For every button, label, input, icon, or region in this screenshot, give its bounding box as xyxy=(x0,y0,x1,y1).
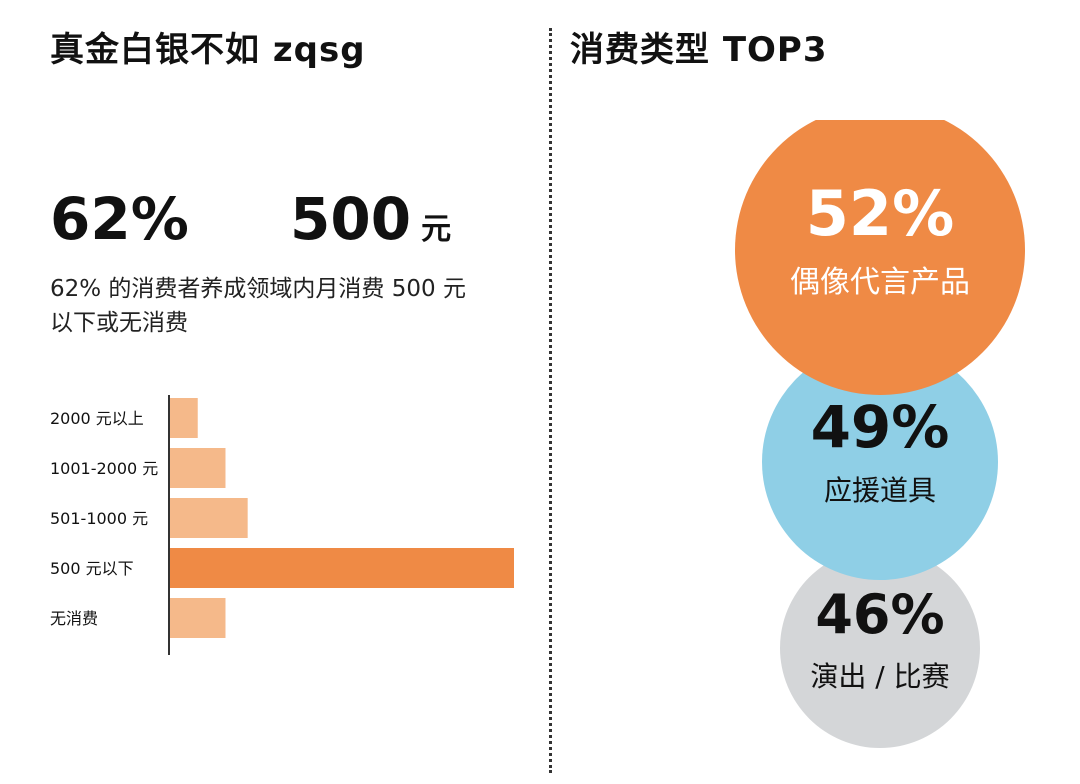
bar xyxy=(170,548,514,588)
bubble xyxy=(762,344,998,580)
stat-percentage: 62% xyxy=(50,185,189,253)
bar xyxy=(170,598,226,638)
bubble-value: 46% xyxy=(815,583,944,646)
bar xyxy=(170,448,226,488)
right-section-title: 消费类型 TOP3 xyxy=(570,30,828,70)
bar xyxy=(170,498,248,538)
bar-category-label: 1001-2000 元 xyxy=(50,459,158,478)
bar-category-label: 2000 元以上 xyxy=(50,409,144,428)
bubble-value: 52% xyxy=(806,177,954,250)
bubble-label: 演出 / 比赛 xyxy=(810,660,949,693)
stat-amount-value: 500 xyxy=(290,185,412,253)
stat-amount-unit: 元 xyxy=(421,212,452,247)
bar-category-label: 无消费 xyxy=(50,609,98,628)
bar-category-label: 500 元以下 xyxy=(50,559,134,578)
left-section-title: 真金白银不如 zqsg xyxy=(50,30,366,70)
bar-category-label: 501-1000 元 xyxy=(50,509,148,528)
bubble-value: 49% xyxy=(811,393,950,461)
top3-bubble-chart: 52% 偶像代言产品 49% 应援道具 46% 演出 / 比赛 xyxy=(700,105,1060,780)
bar xyxy=(170,398,198,438)
bubble xyxy=(735,105,1025,395)
stat-description: 62% 的消费者养成领域内月消费 500 元 以下或无消费 xyxy=(50,272,530,340)
bubble-chart-svg: 52% 偶像代言产品 49% 应援道具 46% 演出 / 比赛 xyxy=(735,105,1025,748)
bubble-label: 偶像代言产品 xyxy=(790,265,970,300)
bubble xyxy=(780,548,980,748)
spending-bar-chart: 2000 元以上 1001-2000 元 501-1000 元 500 元以下 无消费 xyxy=(0,380,549,670)
bubble-label: 应援道具 xyxy=(824,474,936,507)
stat-amount: 500 元 xyxy=(290,190,451,248)
stat-description-line1: 62% 的消费者养成领域内月消费 500 元 xyxy=(50,276,466,302)
stat-description-line2: 以下或无消费 xyxy=(50,310,188,336)
dotted-divider xyxy=(549,28,552,773)
